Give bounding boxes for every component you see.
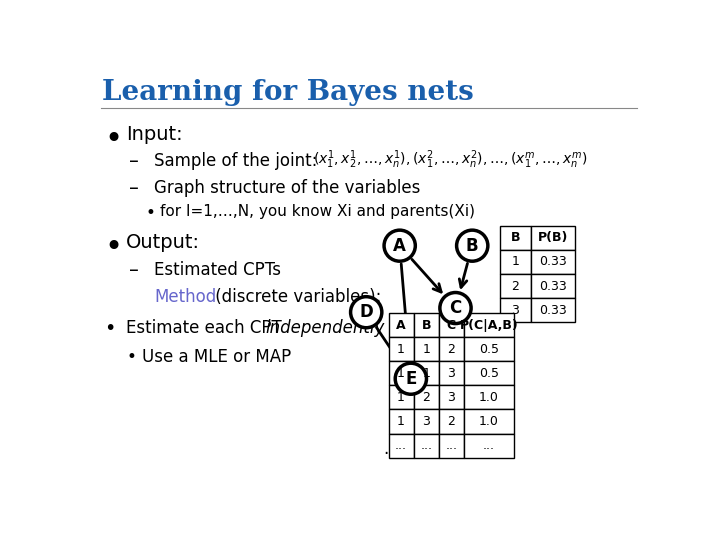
Bar — [531, 274, 575, 298]
Bar — [438, 434, 464, 458]
Text: –: – — [129, 152, 139, 171]
Text: 1: 1 — [397, 391, 405, 404]
Text: E: E — [405, 370, 417, 388]
Bar — [414, 386, 438, 409]
Text: •: • — [126, 348, 136, 366]
Text: 3: 3 — [422, 415, 430, 428]
Text: $(x_1^1, x_2^1,\ldots, x_n^1), (x_1^2,\ldots, x_n^2),\ldots, (x_1^m,\ldots, x_n^: $(x_1^1, x_2^1,\ldots, x_n^1), (x_1^2,\l… — [313, 148, 588, 171]
Ellipse shape — [395, 363, 426, 394]
Bar — [464, 337, 514, 361]
Bar — [464, 313, 514, 337]
Bar — [414, 361, 438, 386]
Bar — [389, 409, 414, 434]
Bar — [500, 274, 531, 298]
Bar — [500, 250, 531, 274]
Text: 1: 1 — [397, 367, 405, 380]
Text: ...: ... — [445, 439, 457, 452]
Text: 1.0: 1.0 — [479, 391, 499, 404]
Bar — [464, 434, 514, 458]
Text: Output:: Output: — [126, 233, 200, 252]
Text: 2: 2 — [447, 415, 455, 428]
Text: ...: ... — [483, 439, 495, 452]
Bar — [389, 361, 414, 386]
Text: ...: ... — [420, 439, 432, 452]
Text: 0.5: 0.5 — [479, 343, 499, 356]
Text: 1: 1 — [422, 367, 430, 380]
Bar — [389, 313, 414, 337]
Text: (discrete variables):: (discrete variables): — [210, 288, 382, 306]
Text: C: C — [446, 319, 456, 332]
Text: Graph structure of the variables: Graph structure of the variables — [154, 179, 420, 197]
Text: ...: ... — [395, 439, 407, 452]
Text: 3: 3 — [447, 367, 455, 380]
Text: Use a MLE or MAP: Use a MLE or MAP — [142, 348, 291, 366]
Bar — [464, 361, 514, 386]
Text: P(C|A,B): P(C|A,B) — [459, 319, 518, 332]
Text: •: • — [104, 319, 115, 338]
Text: 1: 1 — [397, 343, 405, 356]
Text: 1: 1 — [511, 255, 519, 268]
Bar — [464, 386, 514, 409]
Text: Estimate each CPT: Estimate each CPT — [126, 319, 287, 338]
Text: D: D — [359, 303, 373, 321]
Text: Input:: Input: — [126, 125, 183, 144]
Text: 1: 1 — [422, 343, 430, 356]
Bar — [414, 434, 438, 458]
Text: for I=1,…,N, you know Xi and parents(Xi): for I=1,…,N, you know Xi and parents(Xi) — [160, 204, 474, 219]
Bar — [531, 250, 575, 274]
Bar — [500, 226, 531, 250]
Bar — [438, 409, 464, 434]
Text: Sample of the joint:: Sample of the joint: — [154, 152, 318, 170]
Text: C: C — [449, 299, 462, 317]
Text: 1.0: 1.0 — [479, 415, 499, 428]
Bar — [438, 337, 464, 361]
Bar — [414, 313, 438, 337]
Text: •: • — [145, 204, 156, 222]
Text: Learning for Bayes nets: Learning for Bayes nets — [102, 79, 474, 106]
Ellipse shape — [440, 293, 471, 323]
Text: B: B — [510, 231, 521, 244]
Bar — [389, 434, 414, 458]
Bar — [531, 226, 575, 250]
Text: A: A — [393, 237, 406, 255]
Ellipse shape — [384, 230, 415, 261]
Text: 0.5: 0.5 — [479, 367, 499, 380]
Ellipse shape — [351, 296, 382, 328]
Text: –: – — [129, 179, 139, 198]
Text: •: • — [104, 233, 122, 262]
Bar — [438, 386, 464, 409]
Text: B: B — [466, 237, 479, 255]
Bar — [464, 409, 514, 434]
Text: 2: 2 — [422, 391, 430, 404]
Bar — [438, 313, 464, 337]
Text: ...: ... — [384, 441, 399, 458]
Bar — [531, 298, 575, 322]
Text: 0.33: 0.33 — [539, 303, 567, 316]
Text: independently: independently — [266, 319, 385, 338]
Text: 0.33: 0.33 — [539, 280, 567, 293]
Text: •: • — [104, 125, 122, 154]
Text: B: B — [421, 319, 431, 332]
Text: Method: Method — [154, 288, 217, 306]
Ellipse shape — [456, 230, 488, 261]
Text: Estimated CPTs: Estimated CPTs — [154, 261, 282, 280]
Text: 3: 3 — [511, 303, 519, 316]
Text: –: – — [129, 261, 139, 280]
Bar — [414, 337, 438, 361]
Bar — [438, 361, 464, 386]
Bar — [414, 409, 438, 434]
Text: P(B): P(B) — [538, 231, 568, 244]
Bar — [389, 386, 414, 409]
Text: 2: 2 — [447, 343, 455, 356]
Text: 0.33: 0.33 — [539, 255, 567, 268]
Bar — [389, 337, 414, 361]
Text: 1: 1 — [397, 415, 405, 428]
Text: 3: 3 — [447, 391, 455, 404]
Text: A: A — [396, 319, 406, 332]
Bar — [500, 298, 531, 322]
Text: 2: 2 — [511, 280, 519, 293]
